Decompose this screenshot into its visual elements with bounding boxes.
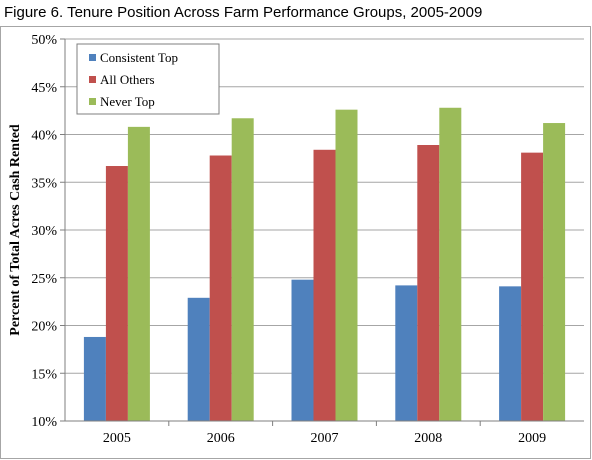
bar-consistent-top-2006 <box>187 297 210 421</box>
axes <box>60 38 584 426</box>
legend-label-consistent-top: Consistent Top <box>100 50 178 65</box>
bar-all-others-2006 <box>209 155 232 421</box>
bar-never-top-2006 <box>231 118 254 421</box>
bar-never-top-2007 <box>335 109 358 422</box>
x-tick-label: 2009 <box>518 431 546 446</box>
bar-all-others-2005 <box>105 166 128 421</box>
legend-swatch-all-others <box>89 76 96 83</box>
y-axis-title: Percent of Total Acres Cash Rented <box>8 124 23 336</box>
y-tick-label: 15% <box>31 367 57 382</box>
y-tick-label: 50% <box>31 33 57 48</box>
y-tick-label: 40% <box>31 129 57 144</box>
bar-consistent-top-2007 <box>291 279 314 421</box>
legend-swatch-consistent-top <box>89 54 96 61</box>
x-tick-labels: 2005 2006 2007 2008 2009 <box>103 431 546 446</box>
y-tick-label: 45% <box>31 81 57 96</box>
bar-all-others-2009 <box>521 152 544 421</box>
x-tick-label: 2006 <box>207 431 235 446</box>
bars <box>83 107 566 422</box>
x-tick-label: 2008 <box>414 431 442 446</box>
y-tick-label: 30% <box>31 224 57 239</box>
bar-never-top-2005 <box>127 126 150 422</box>
x-tick-label: 2007 <box>311 431 339 446</box>
figure-title: Figure 6. Tenure Position Across Farm Pe… <box>4 4 483 21</box>
legend-label-never-top: Never Top <box>100 94 155 109</box>
legend: Consistent Top All Others Never Top <box>76 43 220 115</box>
bar-all-others-2008 <box>417 145 440 421</box>
x-tick-label: 2005 <box>103 431 131 446</box>
y-tick-label: 10% <box>31 415 57 430</box>
bar-consistent-top-2005 <box>83 336 106 421</box>
y-tick-label: 20% <box>31 320 57 335</box>
y-tick-label: 25% <box>31 272 57 287</box>
legend-box <box>76 43 220 115</box>
bar-consistent-top-2009 <box>499 286 522 421</box>
y-tick-labels: 10% 15% 20% 25% 30% 35% 40% 45% 50% <box>31 33 57 430</box>
legend-label-all-others: All Others <box>100 72 155 87</box>
bar-chart: 10% 15% 20% 25% 30% 35% 40% 45% 50% 2005 2006 2007… <box>8 33 584 446</box>
bar-consistent-top-2008 <box>395 285 418 421</box>
bar-never-top-2009 <box>543 123 566 421</box>
bar-never-top-2008 <box>439 107 462 421</box>
legend-swatch-never-top <box>89 98 96 105</box>
bar-all-others-2007 <box>313 149 336 421</box>
y-tick-label: 35% <box>31 176 57 191</box>
chart-frame: 10% 15% 20% 25% 30% 35% 40% 45% 50% 2005 2006 2007… <box>0 26 591 459</box>
